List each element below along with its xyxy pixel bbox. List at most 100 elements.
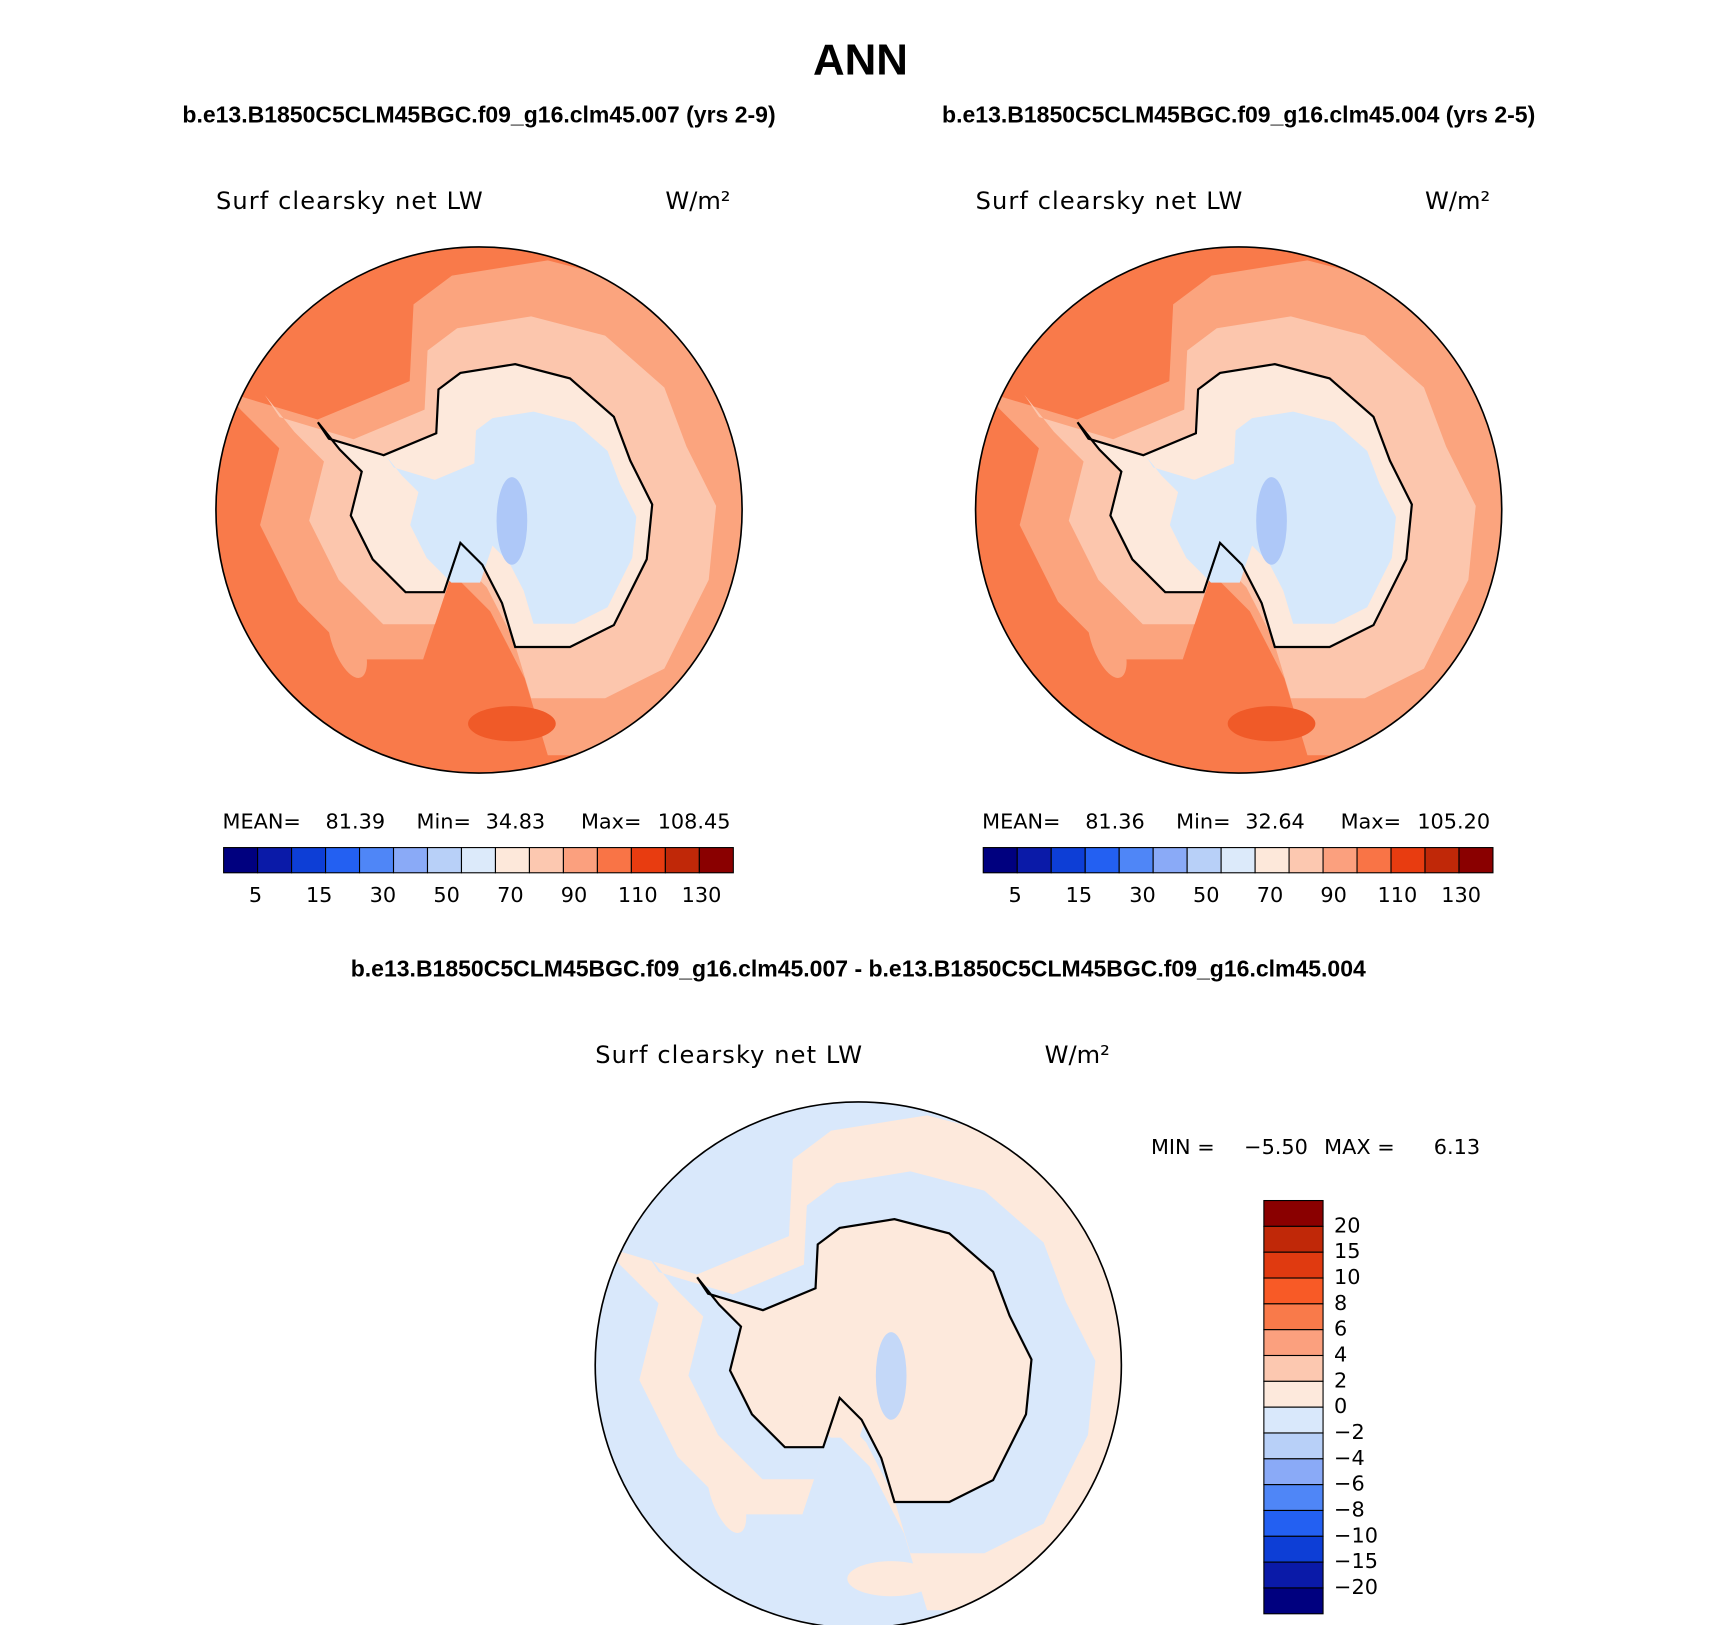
colorbar-label: 50 — [1193, 883, 1219, 907]
colorbar-box — [358, 847, 395, 874]
colorbar-box — [1084, 847, 1120, 874]
colorbar-box — [223, 847, 259, 874]
variable-name: Surf clearsky net LW — [595, 1041, 863, 1069]
colorbar-box — [426, 847, 463, 874]
colorbar-label: 20 — [1334, 1213, 1360, 1237]
colorbar-label: −2 — [1334, 1420, 1365, 1444]
colorbar-box — [460, 847, 497, 874]
stat-label: MEAN= — [982, 809, 1060, 833]
colorbar-label: 90 — [561, 883, 587, 907]
colorbar-label: 50 — [433, 883, 459, 907]
map-fill — [215, 246, 743, 774]
stat-label: Min= — [1176, 809, 1230, 833]
colorbar-box — [630, 847, 666, 874]
stat-value: 6.13 — [1434, 1135, 1480, 1159]
colorbar-label: 70 — [497, 883, 523, 907]
colorbar-box — [1263, 1535, 1324, 1563]
colorbar-box — [1263, 1458, 1324, 1486]
colorbar-box — [1263, 1199, 1324, 1227]
colorbar-label: 110 — [618, 883, 658, 907]
map-border — [974, 246, 1503, 774]
stat-value: 105.20 — [1417, 809, 1490, 833]
colorbar-box — [698, 847, 734, 874]
subtitle: b.e13.B1850C5CLM45BGC.f09_g16.clm45.004 … — [942, 102, 1535, 128]
colorbar-box — [1186, 847, 1222, 874]
stat-label: Max= — [581, 809, 641, 833]
colorbar-box — [494, 847, 530, 874]
units: W/m² — [1425, 187, 1490, 215]
colorbar-box — [1322, 847, 1358, 874]
stat-label: MIN = — [1151, 1135, 1215, 1159]
colorbar-box — [1263, 1354, 1324, 1382]
title: ANN — [813, 35, 908, 84]
colorbar-box — [1263, 1380, 1324, 1408]
colorbar-box — [528, 847, 564, 874]
colorbar-box — [1458, 847, 1494, 874]
patch — [1087, 605, 1127, 678]
map-fill — [595, 1101, 1122, 1625]
colorbar-label: 4 — [1334, 1343, 1347, 1367]
patch — [496, 477, 528, 565]
map — [215, 246, 743, 774]
patch — [875, 1332, 907, 1420]
stat-label: Min= — [417, 809, 471, 833]
stat-value: 81.36 — [1085, 809, 1145, 833]
colorbar-box — [1263, 1561, 1324, 1589]
colorbar-label: −4 — [1334, 1446, 1365, 1470]
map-border — [594, 1101, 1123, 1625]
colorbar-box — [664, 847, 700, 874]
colorbar-label: −20 — [1334, 1575, 1378, 1599]
colorbar-label: 5 — [1008, 883, 1021, 907]
colorbar-box — [1263, 1225, 1324, 1253]
patch — [468, 706, 556, 742]
colorbar-box — [257, 847, 293, 874]
colorbar-label: 15 — [306, 883, 332, 907]
colorbar-box — [1356, 847, 1392, 874]
colorbar-label: 0 — [1334, 1394, 1347, 1418]
colorbar-box — [1263, 1251, 1324, 1279]
colorbar-box — [1050, 847, 1086, 874]
colorbar-label: 70 — [1257, 883, 1283, 907]
colorbar-box — [1220, 847, 1256, 874]
colorbar-label: 10 — [1334, 1265, 1360, 1289]
colorbar-box — [1118, 847, 1154, 874]
colorbar-label: 2 — [1334, 1368, 1347, 1392]
stat-value: 108.45 — [658, 809, 731, 833]
colorbar-label: 15 — [1066, 883, 1092, 907]
colorbar-box — [1263, 1432, 1324, 1460]
stat-value: 32.64 — [1245, 809, 1305, 833]
stat-label: MEAN= — [223, 809, 301, 833]
patch — [1256, 477, 1287, 565]
stat-value: 34.83 — [486, 809, 546, 833]
colorbar-label: 30 — [370, 883, 396, 907]
colorbar-box — [1263, 1303, 1324, 1331]
colorbar-label: 130 — [682, 883, 722, 907]
colorbar-box — [325, 847, 361, 874]
colorbar-box — [1152, 847, 1188, 874]
map-fill — [975, 246, 1502, 774]
colorbar-box — [1288, 847, 1324, 874]
patch — [707, 1460, 747, 1533]
colorbar-box — [562, 847, 598, 874]
stat-value: −5.50 — [1244, 1135, 1308, 1159]
colorbar-label: −8 — [1334, 1497, 1365, 1521]
stat-label: MAX = — [1324, 1135, 1395, 1159]
patch — [847, 1561, 936, 1597]
colorbar-box — [291, 847, 327, 874]
colorbar-label: 6 — [1334, 1317, 1347, 1341]
colorbar-box — [1016, 847, 1052, 874]
colorbar-box — [1390, 847, 1426, 874]
colorbar-label: 130 — [1441, 883, 1481, 907]
subtitle: b.e13.B1850C5CLM45BGC.f09_g16.clm45.007 … — [182, 102, 775, 128]
variable-name: Surf clearsky net LW — [976, 187, 1244, 215]
map — [594, 1101, 1123, 1625]
colorbar-label: −10 — [1334, 1523, 1378, 1547]
units: W/m² — [665, 187, 730, 215]
stat-value: 81.39 — [326, 809, 386, 833]
subtitle: b.e13.B1850C5CLM45BGC.f09_g16.clm45.007 … — [351, 955, 1366, 981]
stat-label: Max= — [1341, 809, 1401, 833]
colorbar-box — [1254, 847, 1290, 874]
colorbar-box — [1263, 1484, 1324, 1512]
